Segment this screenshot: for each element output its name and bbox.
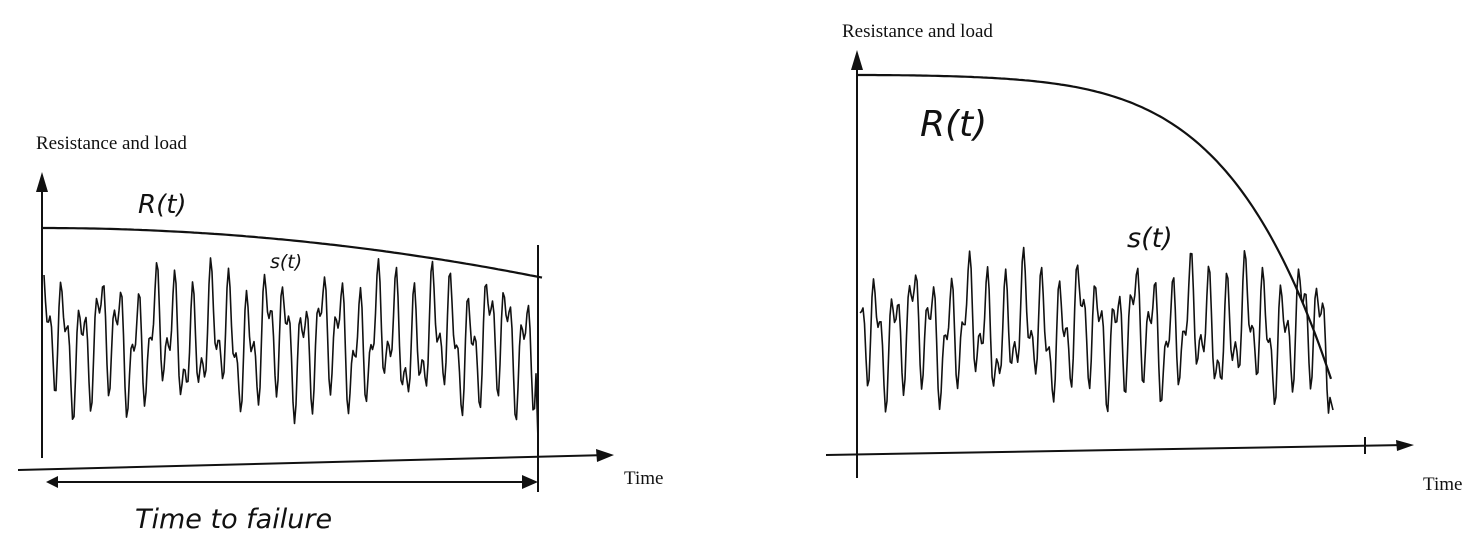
right-panel: Resistance and load Time R(t) s(t) — [825, 21, 1462, 495]
left-panel: Resistance and load Time R(t) s(t) Time … — [17, 133, 663, 535]
left-x-axis — [17, 454, 609, 471]
time-to-failure-label: Time to failure — [135, 504, 332, 535]
right-load-label: s(t) — [1127, 223, 1173, 254]
time-to-failure-arrowhead-left — [46, 476, 58, 488]
right-resistance-curve — [857, 73, 1333, 380]
left-y-axis-arrow — [36, 172, 48, 192]
time-to-failure-arrowhead-right — [522, 475, 538, 489]
right-y-axis-label: Resistance and load — [842, 21, 993, 42]
right-y-axis-arrow — [851, 50, 863, 70]
left-resistance-curve — [42, 226, 543, 279]
left-load-label: s(t) — [270, 251, 302, 273]
right-x-axis-arrow — [1396, 440, 1414, 451]
right-x-axis-label: Time — [1423, 474, 1462, 495]
left-y-axis-label: Resistance and load — [36, 133, 187, 154]
left-x-axis-label: Time — [624, 468, 663, 489]
right-load-curve — [859, 246, 1334, 414]
right-x-axis — [825, 444, 1407, 456]
right-resistance-label: R(t) — [920, 104, 987, 145]
left-resistance-label: R(t) — [138, 190, 187, 220]
left-x-axis-arrow — [596, 449, 614, 462]
left-load-curve — [43, 257, 539, 441]
